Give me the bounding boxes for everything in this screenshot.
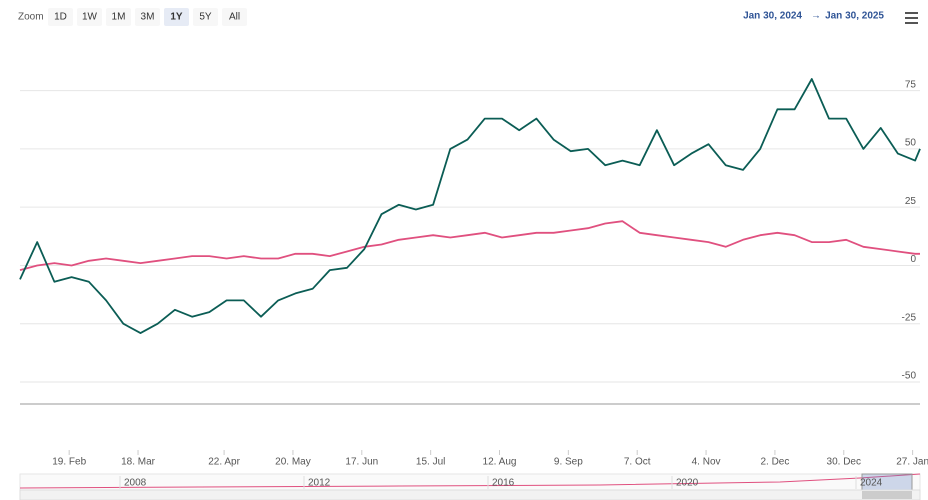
y-tick-label: 50 bbox=[905, 138, 917, 149]
zoom-button[interactable]: 1M bbox=[106, 8, 131, 26]
x-tick-label: 18. Mar bbox=[121, 457, 156, 468]
scrollbar[interactable] bbox=[19, 489, 921, 500]
zoom-button-bg bbox=[77, 8, 102, 26]
zoom-label: Zoom bbox=[18, 12, 44, 23]
zoom-button[interactable]: 1D bbox=[48, 8, 73, 26]
x-tick-label: 19. Feb bbox=[52, 457, 86, 468]
zoom-button[interactable]: 1W bbox=[77, 8, 102, 26]
zoom-button-bg bbox=[106, 8, 131, 26]
navigator-label: 2020 bbox=[676, 478, 699, 489]
navigator-label: 2012 bbox=[308, 478, 331, 489]
navigator-label: 2024 bbox=[860, 478, 883, 489]
x-tick-label: 2. Dec bbox=[760, 457, 789, 468]
x-tick-label: 15. Jul bbox=[416, 457, 445, 468]
x-tick-label: 4. Nov bbox=[692, 457, 721, 468]
zoom-button-label: 1W bbox=[82, 12, 98, 23]
zoom-button-bg bbox=[222, 8, 247, 26]
x-tick-label: 27. Jan bbox=[896, 457, 928, 468]
zoom-button-bg bbox=[135, 8, 160, 26]
range-separator: → bbox=[811, 11, 821, 22]
zoom-button-label: 5Y bbox=[199, 12, 212, 23]
zoom-button-label: 1D bbox=[54, 12, 67, 23]
zoom-button-label: 1Y bbox=[170, 12, 183, 23]
x-tick-label: 7. Oct bbox=[624, 457, 651, 468]
x-tick-label: 17. Jun bbox=[345, 457, 378, 468]
zoom-button-label: 3M bbox=[141, 12, 155, 23]
y-tick-label: 0 bbox=[910, 254, 916, 265]
line-series bbox=[19, 78, 921, 334]
x-tick-label: 12. Aug bbox=[483, 457, 517, 468]
zoom-button[interactable]: 3M bbox=[135, 8, 160, 26]
y-tick-label: -50 bbox=[902, 371, 917, 382]
navigator-label: 2016 bbox=[492, 478, 515, 489]
y-tick-label: 25 bbox=[905, 196, 917, 207]
zoom-button[interactable]: 5Y bbox=[193, 8, 218, 26]
zoom-button-bg bbox=[48, 8, 73, 26]
zoom-button[interactable]: All bbox=[222, 8, 247, 26]
y-tick-label: -25 bbox=[902, 312, 917, 323]
navigator-label: 2008 bbox=[124, 478, 147, 489]
zoom-button-label: All bbox=[229, 12, 240, 23]
range-to: Jan 30, 2025 bbox=[825, 11, 884, 22]
x-tick-label: 20. May bbox=[275, 457, 311, 468]
scrollbar-thumb[interactable] bbox=[862, 491, 912, 499]
menu-bar bbox=[905, 12, 918, 14]
menu-bar bbox=[905, 22, 918, 24]
line-series bbox=[19, 220, 920, 271]
y-tick-label: 75 bbox=[905, 79, 917, 90]
zoom-button-bg bbox=[193, 8, 218, 26]
menu-bar bbox=[905, 17, 918, 19]
menu-icon[interactable] bbox=[905, 12, 918, 24]
zoom-button-bg bbox=[164, 8, 189, 26]
x-tick-label: 9. Sep bbox=[554, 457, 583, 468]
x-tick-label: 30. Dec bbox=[827, 457, 861, 468]
navigator-series bbox=[19, 473, 921, 489]
zoom-button-label: 1M bbox=[112, 12, 126, 23]
zoom-button[interactable]: 1Y bbox=[164, 8, 189, 26]
x-tick-label: 22. Apr bbox=[208, 457, 240, 468]
range-from: Jan 30, 2024 bbox=[743, 11, 802, 22]
